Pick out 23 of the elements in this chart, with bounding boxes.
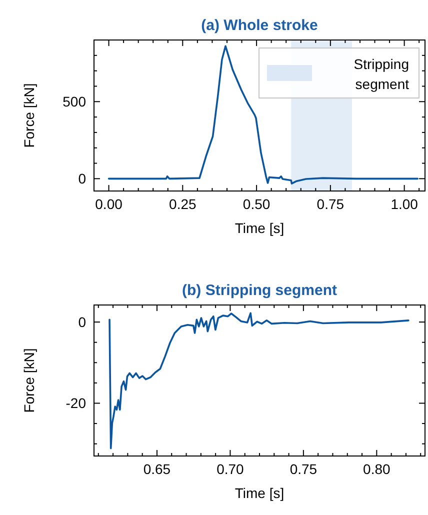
x-tick-label: 0.80 — [363, 461, 391, 477]
x-tick-label: 0.75 — [316, 196, 344, 212]
line-series — [108, 312, 410, 450]
y-tick-label: 0 — [78, 314, 86, 330]
y-tick-label: 500 — [62, 94, 86, 110]
x-axis-title: Time [s] — [234, 220, 284, 236]
band-label: Stripping segment — [354, 56, 410, 92]
x-tick-label: 0.00 — [95, 196, 123, 212]
x-tick-label: 0.75 — [290, 461, 318, 477]
chart-title: (b) Stripping segment — [182, 282, 337, 299]
y-tick-label: 0 — [78, 170, 86, 187]
chart-title: (a) Whole stroke — [201, 17, 318, 34]
x-tick-label: 0.70 — [216, 461, 244, 477]
x-tick-label: 1.00 — [390, 196, 418, 212]
x-axis-title: Time [s] — [234, 485, 284, 501]
x-tick-label: 0.25 — [169, 196, 196, 212]
y-axis-title: Force [kN] — [21, 83, 37, 148]
y-tick-label: -20 — [66, 395, 86, 412]
line-series — [108, 45, 419, 185]
y-axis-title: Force [kN] — [21, 348, 37, 413]
x-tick-label: 0.65 — [143, 461, 171, 477]
legend: Stripping segment — [258, 47, 420, 99]
x-tick-label: 0.50 — [242, 196, 270, 212]
